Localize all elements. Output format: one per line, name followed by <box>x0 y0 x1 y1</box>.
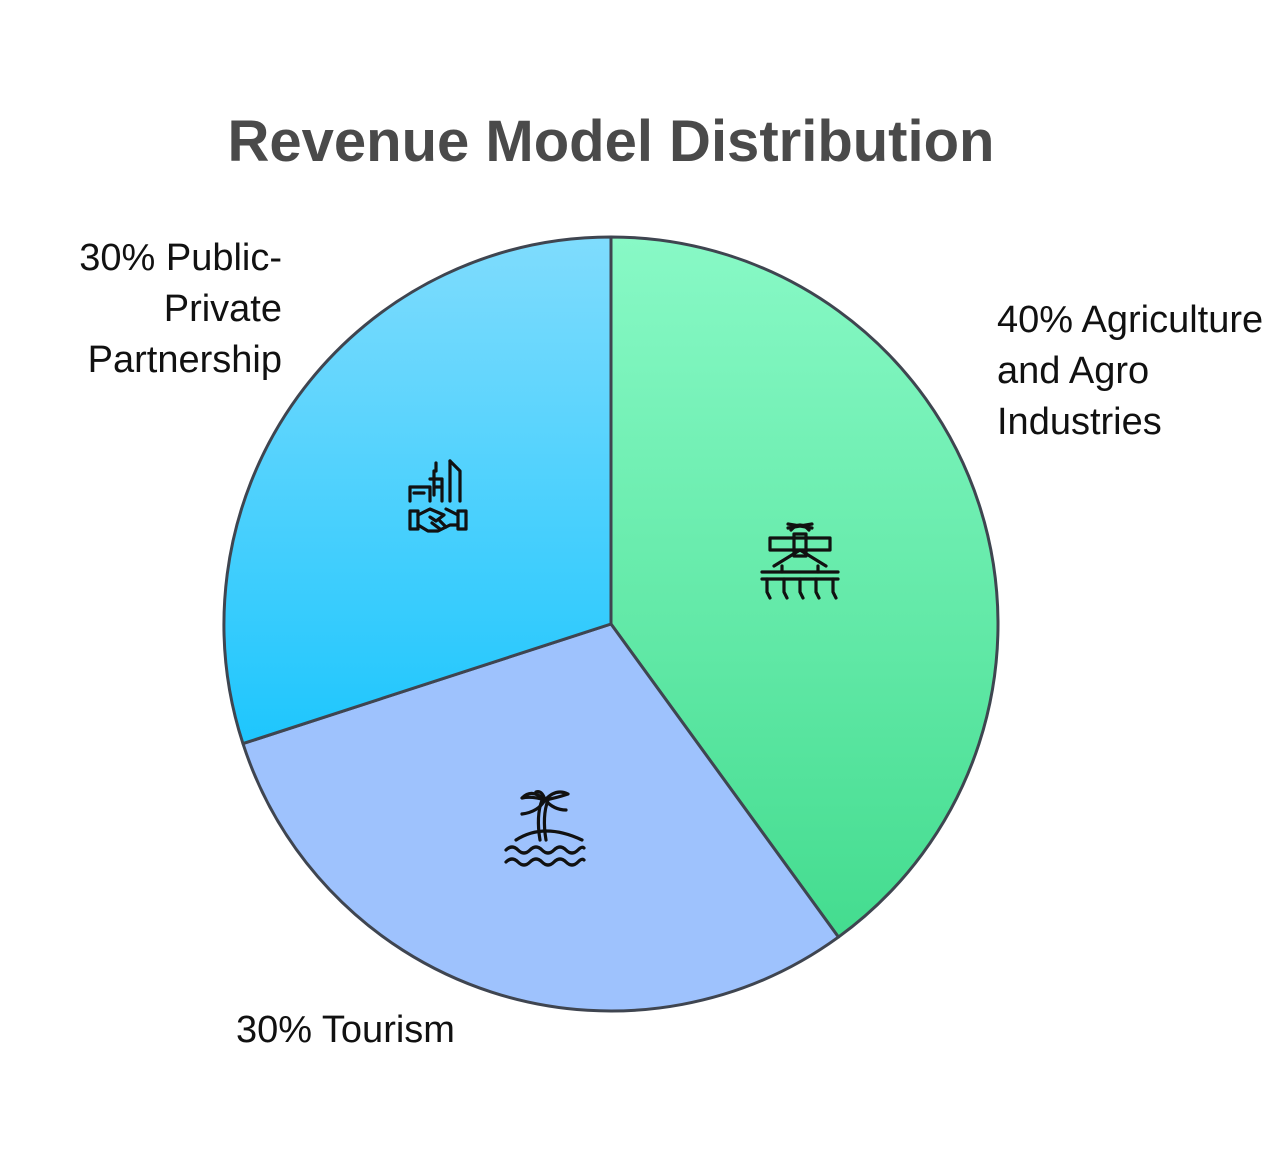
slice-label-public-private-partnership: 30% Public-Private Partnership <box>79 237 282 381</box>
slice-label-agriculture: 40% Agriculture and Agro Industries <box>997 299 1264 443</box>
chart-title: Revenue Model Distribution <box>227 109 995 174</box>
farm-icon <box>760 522 840 600</box>
handshake-buildings-icon <box>408 459 468 533</box>
island-palm-icon <box>504 790 586 867</box>
slice-label-tourism: 30% Tourism <box>236 1009 455 1051</box>
pie-slice-tourism <box>241 622 840 1013</box>
pie-slice-agriculture <box>609 235 1000 939</box>
pie-slice-public-private-partnership <box>222 235 613 746</box>
